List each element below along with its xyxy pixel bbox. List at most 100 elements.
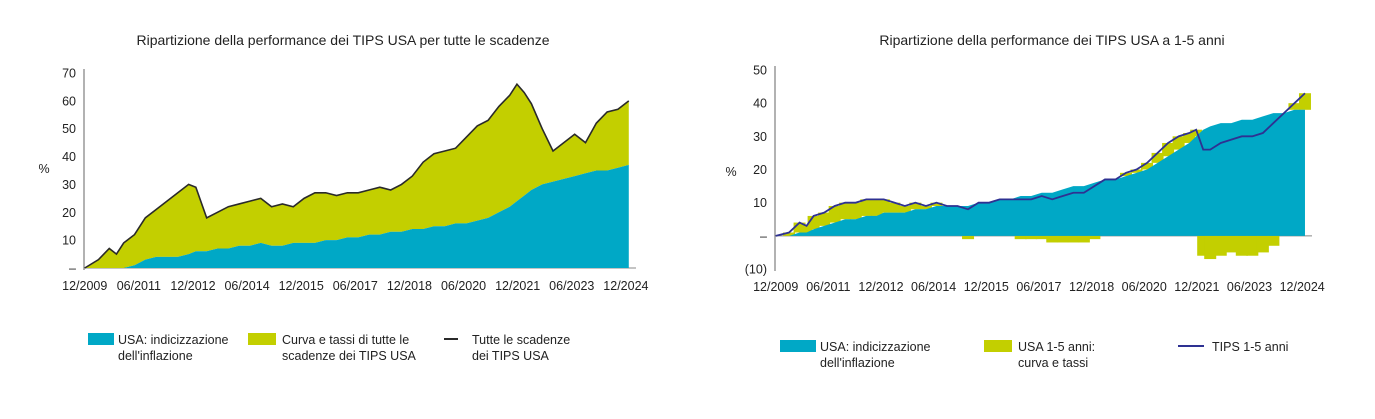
c2-xtick-label: 12/2021 bbox=[1174, 280, 1219, 294]
c2-curve-bar bbox=[962, 235, 975, 240]
c2-curve-bar bbox=[1172, 136, 1185, 150]
c2-ytick-label: 30 bbox=[753, 130, 767, 144]
c2-ytick-label: 50 bbox=[753, 64, 767, 78]
c2-curve-bar bbox=[1225, 235, 1238, 253]
c1-ytick-label: 20 bbox=[62, 206, 76, 220]
c1-legend-label: dei TIPS USA bbox=[472, 349, 550, 363]
c1-legend-label: Tutte le scadenze bbox=[472, 333, 570, 347]
c1-legend-label: USA: indicizzazione bbox=[118, 333, 229, 347]
c1-ytick-label: 50 bbox=[62, 122, 76, 136]
c2-curve-bar bbox=[1246, 235, 1259, 256]
c2-legend-label: USA 1-5 anni: bbox=[1018, 340, 1095, 354]
c2-xtick-label: 06/2011 bbox=[806, 280, 850, 294]
c2-xtick-label: 06/2020 bbox=[1122, 280, 1167, 294]
c2-curve-bar bbox=[909, 202, 922, 210]
chart2-plot-area bbox=[774, 66, 1312, 271]
c2-curve-bar bbox=[1088, 235, 1101, 240]
chart2-title: Ripartizione della performance dei TIPS … bbox=[879, 32, 1224, 48]
c2-ytick-label: – bbox=[760, 229, 767, 243]
c2-curve-bar bbox=[1130, 169, 1143, 173]
c2-legend-label: TIPS 1-5 anni bbox=[1212, 340, 1288, 354]
c1-xtick-label: 06/2020 bbox=[441, 279, 486, 293]
c2-xtick-label: 06/2014 bbox=[911, 280, 956, 294]
c1-line-total bbox=[84, 82, 630, 269]
c2-curve-bar bbox=[849, 202, 862, 220]
c1-ytick-label: 70 bbox=[62, 67, 76, 81]
c2-curve-bar bbox=[1235, 235, 1248, 256]
chart2-ylabel: % bbox=[725, 165, 736, 179]
c2-curve-bar bbox=[1288, 103, 1301, 110]
chart1-x-ticks: 12/2009 06/2011 12/2012 06/2014 12/2015 06/20… bbox=[62, 279, 648, 293]
chart-all-maturities: Ripartizione della performance dei TIPS … bbox=[38, 32, 648, 363]
c2-xtick-label: 12/2015 bbox=[964, 280, 1009, 294]
c2-xtick-label: 06/2023 bbox=[1227, 280, 1272, 294]
c2-curve-bar bbox=[828, 205, 841, 223]
c2-curve-bar bbox=[800, 225, 813, 233]
c1-xtick-label: 12/2012 bbox=[170, 279, 215, 293]
c2-curve-bar bbox=[930, 202, 943, 206]
c2-curve-bar bbox=[1183, 133, 1196, 143]
c2-curve-bar bbox=[860, 199, 873, 216]
chart-1-5-years: Ripartizione della performance dei TIPS … bbox=[725, 32, 1324, 370]
c2-curve-bar bbox=[1035, 235, 1048, 240]
c1-xtick-label: 12/2024 bbox=[603, 279, 648, 293]
c1-xtick-label: 06/2014 bbox=[224, 279, 269, 293]
c1-ytick-label: – bbox=[69, 262, 76, 276]
c2-ytick-label: (10) bbox=[745, 263, 767, 277]
c1-ytick-label: 60 bbox=[62, 94, 76, 108]
c2-curve-bar bbox=[1067, 235, 1080, 243]
c1-ytick-label: 30 bbox=[62, 178, 76, 192]
c2-legend-label: USA: indicizzazione bbox=[820, 340, 931, 354]
c2-curve-bar bbox=[818, 212, 831, 226]
c1-legend-swatch bbox=[248, 333, 276, 345]
chart2-x-ticks: 12/2009 06/2011 12/2012 06/2014 12/2015 06/20… bbox=[753, 280, 1325, 294]
c2-curve-bar bbox=[1025, 235, 1038, 240]
c2-curve-bar bbox=[1214, 235, 1227, 256]
c1-xtick-label: 12/2015 bbox=[279, 279, 324, 293]
c1-legend-label: Curva e tassi di tutte le bbox=[282, 333, 409, 347]
c1-xtick-label: 12/2018 bbox=[387, 279, 432, 293]
c2-line-tips bbox=[775, 92, 1306, 237]
c2-curve-bar bbox=[1141, 162, 1154, 170]
c1-legend-swatch bbox=[88, 333, 114, 345]
c2-ytick-label: 40 bbox=[753, 97, 767, 111]
c2-curve-bar bbox=[1298, 93, 1311, 110]
c2-curve-bar bbox=[1119, 172, 1132, 177]
c2-curve-bar bbox=[919, 205, 932, 210]
c1-xtick-label: 06/2011 bbox=[117, 279, 161, 293]
chart1-plot-area bbox=[83, 69, 636, 270]
c2-legend-label: curva e tassi bbox=[1018, 356, 1088, 370]
c2-curve-bar bbox=[877, 199, 890, 213]
c2-area-inflation bbox=[775, 109, 1305, 236]
c1-ytick-label: 10 bbox=[62, 234, 76, 248]
c2-curve-bar bbox=[839, 202, 852, 220]
c2-curve-bar bbox=[1151, 152, 1164, 163]
c1-xtick-label: 06/2023 bbox=[549, 279, 594, 293]
c2-curve-bar bbox=[1204, 235, 1217, 260]
chart2-y-ticks: (10) – 10 20 30 40 50 bbox=[745, 64, 767, 277]
chart1-title: Ripartizione della performance dei TIPS … bbox=[137, 32, 550, 48]
c2-legend-swatch bbox=[984, 340, 1012, 352]
c2-curve-bar bbox=[793, 222, 806, 233]
c2-xtick-label: 06/2017 bbox=[1016, 280, 1061, 294]
c2-curve-bar bbox=[1056, 235, 1069, 243]
chart1-legend: USA: indicizzazione dell'inflazione Curva … bbox=[88, 333, 570, 363]
c2-curve-bar bbox=[1014, 235, 1027, 240]
c2-xtick-label: 12/2024 bbox=[1280, 280, 1325, 294]
chart2-legend: USA: indicizzazione dell'inflazione USA 1-… bbox=[780, 340, 1288, 370]
chart1-ylabel: % bbox=[38, 162, 49, 176]
c2-curve-bar bbox=[1267, 235, 1280, 246]
c1-xtick-label: 12/2009 bbox=[62, 279, 107, 293]
c2-xtick-label: 12/2009 bbox=[753, 280, 798, 294]
chart1-y-ticks: – 10 20 30 40 50 60 70 bbox=[62, 67, 76, 276]
c2-curve-bar bbox=[1190, 129, 1203, 137]
c2-xtick-label: 12/2018 bbox=[1069, 280, 1114, 294]
c2-ytick-label: 10 bbox=[753, 196, 767, 210]
c2-curve-bar bbox=[1046, 235, 1059, 243]
c2-curve-bar bbox=[1077, 235, 1090, 243]
c2-curve-bar bbox=[888, 202, 901, 213]
c2-curve-bar bbox=[1256, 235, 1269, 253]
c2-curve-bar bbox=[783, 232, 796, 236]
